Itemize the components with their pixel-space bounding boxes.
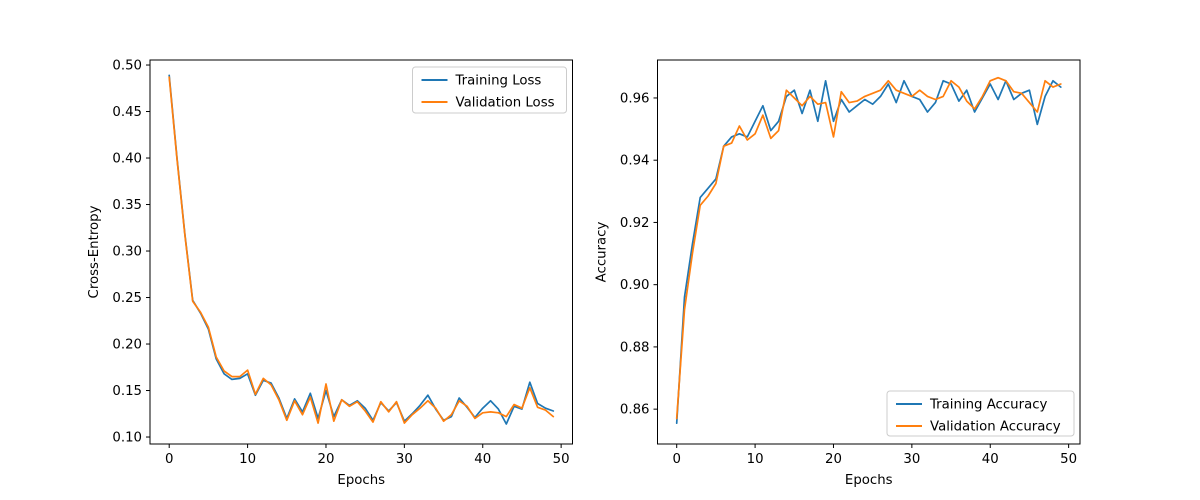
x-tick-label: 50 xyxy=(1060,452,1077,467)
y-tick-label: 0.88 xyxy=(620,340,650,355)
x-tick-label: 20 xyxy=(825,452,842,467)
y-tick-label: 0.40 xyxy=(112,152,142,167)
x-tick-label: 0 xyxy=(165,452,173,467)
legend-box xyxy=(412,66,567,114)
y-tick-label: 0.86 xyxy=(620,403,650,418)
legend-entry-label: Validation Accuracy xyxy=(930,420,1061,435)
axes-frame xyxy=(149,59,573,445)
validation-loss-line xyxy=(168,76,555,424)
y-tick-label: 0.35 xyxy=(112,198,142,213)
legend: Training Loss Validation Loss xyxy=(412,66,567,114)
axes-frame xyxy=(657,59,1081,445)
y-tick-label: 0.25 xyxy=(112,291,142,306)
training-accuracy-line xyxy=(675,79,1062,425)
y-tick-label: 0.10 xyxy=(112,431,142,446)
legend-entry-label: Training Loss xyxy=(455,74,542,89)
y-tick-label: 0.96 xyxy=(620,91,650,106)
x-tick-label: 10 xyxy=(747,452,764,467)
y-axis-label: Accuracy xyxy=(595,222,610,283)
accuracy-chart: 0 10 20 30 40 50 0.86 0.88 0.90 0.92 0.94 0.96 Epoch… xyxy=(595,59,1081,488)
x-tick-label: 30 xyxy=(903,452,920,467)
y-tick-label: 0.45 xyxy=(112,105,142,120)
y-tick-label: 0.94 xyxy=(620,154,650,169)
y-tick-label: 0.50 xyxy=(112,59,142,74)
legend-entry-label: Training Accuracy xyxy=(929,398,1048,413)
x-tick-label: 40 xyxy=(474,452,491,467)
loss-chart: 0 10 20 30 40 50 0.10 0.15 0.20 0.25 0.30 0.35 0.40 0… xyxy=(87,59,573,488)
validation-accuracy-line xyxy=(675,76,1062,420)
training-loss-line xyxy=(168,74,555,425)
x-tick-label: 30 xyxy=(396,452,413,467)
legend: Training Accuracy Validation Accuracy xyxy=(886,390,1075,437)
y-tick-label: 0.20 xyxy=(112,338,142,353)
x-tick-label: 40 xyxy=(982,452,999,467)
legend-entry-label: Validation Loss xyxy=(456,96,555,111)
y-tick-label: 0.30 xyxy=(112,245,142,260)
y-axis-label: Cross-Entropy xyxy=(87,205,102,298)
x-tick-label: 50 xyxy=(553,452,570,467)
x-axis-label: Epochs xyxy=(337,473,385,488)
y-tick-label: 0.15 xyxy=(112,384,142,399)
x-tick-label: 20 xyxy=(318,452,335,467)
x-tick-label: 10 xyxy=(239,452,256,467)
x-axis-label: Epochs xyxy=(845,473,893,488)
y-tick-label: 0.92 xyxy=(620,216,650,231)
y-tick-label: 0.90 xyxy=(620,278,650,293)
x-tick-label: 0 xyxy=(672,452,680,467)
legend-box xyxy=(886,390,1075,437)
